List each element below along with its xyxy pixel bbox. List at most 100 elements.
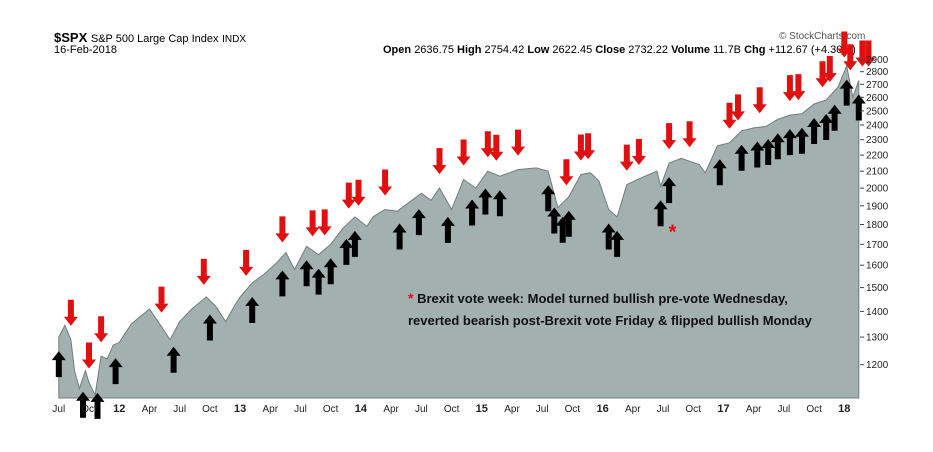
x-tick-label: Jul bbox=[294, 404, 307, 415]
high-label: High bbox=[457, 44, 482, 56]
open-value: 2636.75 bbox=[414, 44, 454, 56]
open-label: Open bbox=[383, 44, 412, 56]
sell-arrow-icon bbox=[94, 316, 109, 343]
low-label: Low bbox=[527, 44, 550, 56]
x-tick-label: 17 bbox=[717, 403, 729, 415]
buy-arrow-icon bbox=[750, 141, 765, 168]
stockcharts-logo: © StockCharts.com bbox=[779, 31, 866, 42]
y-tick-label: 2400 bbox=[866, 121, 889, 132]
buy-arrow-icon bbox=[770, 133, 785, 160]
buy-arrow-icon bbox=[712, 159, 727, 186]
buy-arrow-icon bbox=[311, 268, 326, 295]
buy-arrow-icon bbox=[561, 210, 576, 237]
chart-symbol: $SPX S&P 500 Large Cap Index INDX bbox=[54, 30, 246, 45]
buy-arrow-icon bbox=[339, 238, 354, 265]
sell-arrow-icon bbox=[317, 209, 332, 236]
x-tick-label: Jul bbox=[657, 404, 670, 415]
buy-arrow-icon bbox=[440, 216, 455, 243]
buy-arrow-icon bbox=[601, 223, 616, 250]
brexit-annotation: * Brexit vote week: Model turned bullish… bbox=[408, 287, 812, 332]
buy-arrow-icon bbox=[76, 391, 90, 418]
sell-arrow-icon bbox=[480, 131, 495, 158]
buy-arrow-icon bbox=[782, 129, 797, 156]
x-tick-label: Apr bbox=[263, 404, 279, 415]
volume-label: Volume bbox=[671, 44, 711, 56]
area-layer bbox=[58, 63, 860, 399]
buy-arrow-icon bbox=[851, 94, 866, 121]
symbol-text: $SPX bbox=[54, 30, 88, 45]
x-tick-label: Apr bbox=[142, 404, 158, 415]
sell-arrow-icon bbox=[843, 44, 858, 71]
x-tick-label: Oct bbox=[565, 404, 581, 415]
x-tick-label: 18 bbox=[838, 403, 850, 415]
buy-arrow-icon bbox=[662, 177, 677, 204]
sell-arrow-icon bbox=[196, 258, 211, 285]
y-tick-label: 2700 bbox=[866, 80, 889, 91]
x-tick-label: 15 bbox=[476, 403, 488, 415]
x-tick-label: Jul bbox=[173, 404, 186, 415]
sell-arrow-icon bbox=[782, 75, 797, 102]
close-label: Close bbox=[595, 44, 626, 56]
sell-arrow-icon bbox=[63, 299, 78, 326]
x-tick-label: Oct bbox=[685, 404, 701, 415]
sell-arrow-icon bbox=[275, 216, 290, 243]
y-axis: 1200 1300 1400 1500 1600 1700 1800 1900 2000 2100… bbox=[860, 55, 889, 371]
annotation-line-2: reverted bearish post-Brexit vote Friday… bbox=[408, 310, 812, 332]
ohlc-readout: Open 2636.75 High 2754.42 Low 2622.45 Cl… bbox=[383, 44, 856, 56]
y-tick-label: 2100 bbox=[866, 167, 889, 178]
sell-arrow-icon bbox=[731, 94, 745, 121]
y-tick-label: 1800 bbox=[866, 220, 889, 231]
buy-arrow-icon bbox=[411, 209, 426, 236]
x-tick-label: Apr bbox=[383, 404, 399, 415]
y-tick-label: 2300 bbox=[866, 135, 889, 146]
x-tick-label: Oct bbox=[81, 404, 97, 415]
sell-arrow-icon bbox=[456, 139, 471, 166]
sell-arrow-icon bbox=[861, 40, 876, 67]
buy-arrow-icon bbox=[653, 200, 668, 227]
y-tick-label: 2800 bbox=[866, 67, 889, 78]
buy-arrow-icon bbox=[795, 127, 809, 154]
x-tick-label: Oct bbox=[806, 404, 822, 415]
x-tick-label: Apr bbox=[746, 404, 762, 415]
y-tick-label: 1400 bbox=[866, 307, 889, 318]
exchange-label: INDX bbox=[222, 34, 247, 45]
y-tick-label: 1200 bbox=[866, 360, 889, 371]
sell-arrow-icon bbox=[305, 210, 320, 237]
buy-arrow-icon bbox=[108, 358, 123, 385]
sell-arrow-icon bbox=[791, 74, 806, 101]
brexit-marker-icon: * bbox=[669, 221, 677, 243]
y-tick-label: 2600 bbox=[866, 93, 889, 104]
x-tick-label: 16 bbox=[596, 403, 608, 415]
chg-label: Chg bbox=[744, 44, 766, 56]
sell-arrow-icon bbox=[341, 182, 356, 209]
x-axis: Jul Oct 12 Apr Jul Oct 13 Apr Jul Oct 14 Apr Jul Oct 1… bbox=[52, 403, 850, 415]
sell-arrow-icon bbox=[619, 144, 634, 171]
buy-arrow-icon bbox=[347, 230, 362, 257]
sell-arrow-icon bbox=[822, 56, 837, 82]
buy-arrow-icon bbox=[807, 118, 822, 144]
buy-arrow-icon bbox=[827, 104, 842, 131]
buy-arrow-icon bbox=[734, 144, 749, 171]
high-value: 2754.42 bbox=[484, 44, 525, 56]
buy-arrow-icon bbox=[478, 188, 493, 215]
buy-arrow-icon bbox=[761, 139, 776, 165]
buy-arrow-icon bbox=[166, 346, 181, 373]
y-tick-label: 2900 bbox=[866, 55, 889, 66]
price-area bbox=[58, 63, 860, 399]
sell-arrow-icon bbox=[239, 249, 254, 276]
low-value: 2622.45 bbox=[552, 44, 593, 56]
buy-arrow-icon bbox=[547, 207, 562, 234]
y-tick-label: 2500 bbox=[866, 106, 889, 117]
x-tick-label: Oct bbox=[202, 404, 218, 415]
buy-arrow-icon bbox=[202, 314, 217, 341]
sell-arrow-icon bbox=[815, 61, 830, 88]
sell-arrow-icon bbox=[511, 129, 525, 156]
sell-arrow-icon bbox=[752, 87, 767, 114]
buy-arrow-icon bbox=[541, 185, 556, 212]
y-tick-label: 2000 bbox=[866, 184, 889, 195]
sell-arrow-icon bbox=[631, 139, 646, 165]
chg-value: +112.67 (+4.30%) bbox=[768, 44, 856, 56]
y-tick-label: 1300 bbox=[866, 333, 889, 344]
x-tick-label: Apr bbox=[625, 404, 641, 415]
